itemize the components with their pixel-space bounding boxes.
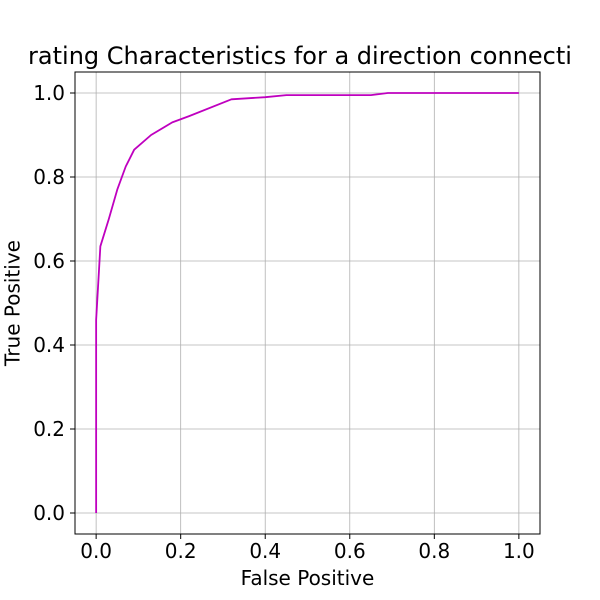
x-tick-label: 1.0 — [503, 539, 535, 563]
y-tick-label: 0.6 — [33, 249, 65, 273]
x-tick-label: 0.6 — [334, 539, 366, 563]
y-axis-label: True Positive — [1, 240, 25, 367]
axis-ticks: 0.0 0.2 0.4 0.6 0.8 1.0 0.0 0.2 0.4 0.6 0.8 1.0 — [33, 81, 535, 563]
grid-lines — [75, 72, 540, 534]
x-tick-label: 0.0 — [80, 539, 112, 563]
y-tick-label: 0.0 — [33, 501, 65, 525]
y-tick-label: 0.4 — [33, 333, 65, 357]
x-tick-label: 0.8 — [418, 539, 450, 563]
axes-frame — [74, 71, 541, 535]
y-tick-label: 0.2 — [33, 417, 65, 441]
y-tick-label: 1.0 — [33, 81, 65, 105]
chart-title: rating Characteristics for a direction c… — [28, 42, 572, 70]
x-tick-label: 0.4 — [249, 539, 281, 563]
x-tick-label: 0.2 — [165, 539, 197, 563]
roc-curve-line — [95, 92, 519, 513]
plot-area — [95, 92, 519, 513]
y-tick-label: 0.8 — [33, 165, 65, 189]
x-axis-label: False Positive — [241, 566, 375, 590]
